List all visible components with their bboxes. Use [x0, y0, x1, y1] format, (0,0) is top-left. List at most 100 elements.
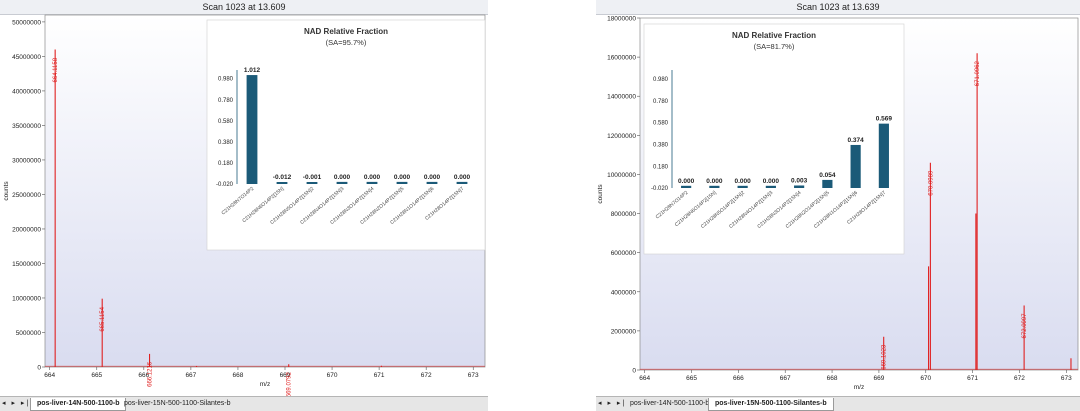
inset-y-tick-label: 0.980: [653, 77, 669, 83]
peak-label: 665.1154: [100, 306, 106, 331]
tab-15n[interactable]: pos-liver-15N-500-1100-Silantes-b: [708, 398, 834, 411]
x-tick-label: 668: [233, 372, 244, 379]
inset-value-label: 0.000: [334, 174, 351, 181]
inset-y-tick-label: 0.580: [218, 119, 234, 125]
inset-bar: [681, 185, 692, 188]
inset-bar: [765, 185, 776, 188]
inset-bar: [737, 185, 748, 188]
inset-bar: [366, 181, 378, 184]
x-tick-label: 666: [138, 372, 149, 379]
y-tick-label: 45000000: [12, 54, 41, 61]
inset-panel: [643, 23, 905, 255]
x-tick-label: 668: [827, 375, 838, 382]
tab-bar: ◂ ▸ ▸| pos-liver-14N-500-1100-b pos-live…: [596, 396, 1080, 411]
x-tick-label: 665: [686, 375, 697, 382]
y-tick-label: 2000000: [611, 328, 637, 335]
inset-value-label: 0.000: [734, 178, 751, 185]
x-tick-label: 670: [327, 372, 338, 379]
y-tick-label: 12000000: [607, 133, 636, 140]
inset-title: NAD Relative Fraction: [304, 27, 388, 36]
tab-14n[interactable]: pos-liver-14N-500-1100-b: [630, 400, 710, 407]
inset-y-tick-label: 0.780: [218, 98, 234, 104]
y-tick-label: 25000000: [12, 192, 41, 199]
tab-15n[interactable]: pos-liver-15N-500-1100-Silantes-b: [124, 400, 231, 407]
tab-bar: ◂ ▸ ▸| pos-liver-14N-500-1100-b pos-live…: [0, 396, 488, 411]
inset-bar: [709, 185, 720, 188]
inset-title: NAD Relative Fraction: [732, 31, 816, 40]
x-tick-label: 665: [91, 372, 102, 379]
inset-bar: [878, 123, 889, 188]
inset-value-label: 0.569: [876, 116, 893, 123]
x-tick-label: 672: [1014, 375, 1025, 382]
inset-value-label: 0.374: [847, 137, 864, 144]
inset-subtitle: (SA=95.7%): [326, 38, 367, 47]
inset-y-tick-label: 0.380: [218, 140, 234, 146]
y-tick-label: 20000000: [12, 226, 41, 233]
x-tick-label: 667: [185, 372, 196, 379]
inset-y-tick-label: 0.180: [653, 164, 669, 170]
inset-value-label: 0.000: [678, 178, 695, 185]
y-tick-label: 18000000: [607, 16, 636, 23]
inset-bar: [456, 181, 468, 184]
x-tick-label: 671: [967, 375, 978, 382]
inset-bar: [426, 181, 438, 184]
inset-value-label: 1.012: [244, 67, 261, 74]
inset-bar: [822, 179, 833, 188]
inset-value-label: 0.000: [394, 174, 411, 181]
peak-label: 669.1023: [882, 344, 888, 370]
y-tick-label: 14000000: [607, 94, 636, 101]
peak-label: 670.0989: [928, 170, 934, 196]
peak-label: 669.0792: [287, 372, 293, 397]
tab-nav-buttons[interactable]: ◂ ▸ ▸|: [598, 400, 627, 407]
inset-y-tick-label: -0.020: [216, 182, 234, 188]
inset-value-label: -0.012: [273, 174, 292, 181]
x-tick-label: 664: [639, 375, 650, 382]
left-spectrum-panel: Scan 1023 at 13.609 0 5000000 10000000 1500…: [0, 0, 488, 411]
y-tick-label: 10000000: [607, 172, 636, 179]
y-axis-label: counts: [597, 184, 604, 204]
inset-value-label: 0.000: [706, 178, 723, 185]
inset-bar: [246, 75, 258, 184]
right-spectrum-panel: Scan 1023 at 13.639 0 2000000 4000000 60000…: [596, 0, 1080, 411]
inset-y-tick-label: 0.980: [218, 77, 234, 83]
x-tick-label: 670: [920, 375, 931, 382]
inset-y-tick-label: 0.380: [653, 142, 669, 148]
inset-value-label: 0.000: [763, 178, 780, 185]
inset-value-label: 0.003: [791, 177, 808, 184]
y-tick-label: 5000000: [16, 330, 42, 337]
inset-value-label: 0.000: [364, 174, 381, 181]
y-tick-label: 16000000: [607, 55, 636, 62]
x-tick-label: 669: [280, 372, 291, 379]
y-tick-label: 10000000: [12, 295, 41, 302]
inset-y-tick-label: 0.780: [653, 99, 669, 105]
y-tick-label: 50000000: [12, 19, 41, 26]
inset-bar: [396, 181, 408, 184]
y-tick-label: 35000000: [12, 123, 41, 130]
inset-bar: [306, 181, 318, 184]
y-axis-label: counts: [3, 181, 10, 201]
x-tick-label: 666: [733, 375, 744, 382]
y-tick-label: 0: [37, 365, 41, 372]
inset-panel: [206, 19, 486, 251]
tab-14n[interactable]: pos-liver-14N-500-1100-b: [30, 398, 127, 411]
left-spectrum-chart: 0 5000000 10000000 15000000 20000000 25000000…: [3, 14, 486, 397]
tab-nav-buttons[interactable]: ◂ ▸ ▸|: [2, 400, 31, 407]
inset-y-tick-label: -0.020: [651, 186, 669, 192]
right-spectrum-chart: 0 2000000 4000000 6000000 8000000 10000000 120…: [597, 16, 1079, 391]
inset-subtitle: (SA=81.7%): [754, 42, 795, 51]
inset-bar: [850, 144, 861, 188]
y-tick-label: 30000000: [12, 157, 41, 164]
scan-title: Scan 1023 at 13.609: [0, 0, 488, 15]
y-tick-label: 6000000: [611, 250, 637, 257]
x-tick-label: 672: [421, 372, 432, 379]
inset-bar: [276, 182, 288, 184]
peak-label: 664.1158: [53, 57, 59, 82]
inset-value-label: 0.000: [424, 174, 441, 181]
y-tick-label: 4000000: [611, 289, 637, 296]
inset-value-label: -0.001: [303, 174, 322, 181]
inset-value-label: 0.000: [454, 174, 471, 181]
y-tick-label: 40000000: [12, 88, 41, 95]
inset-bar: [794, 185, 805, 188]
inset-bar: [336, 181, 348, 184]
inset-y-tick-label: 0.180: [218, 161, 234, 167]
